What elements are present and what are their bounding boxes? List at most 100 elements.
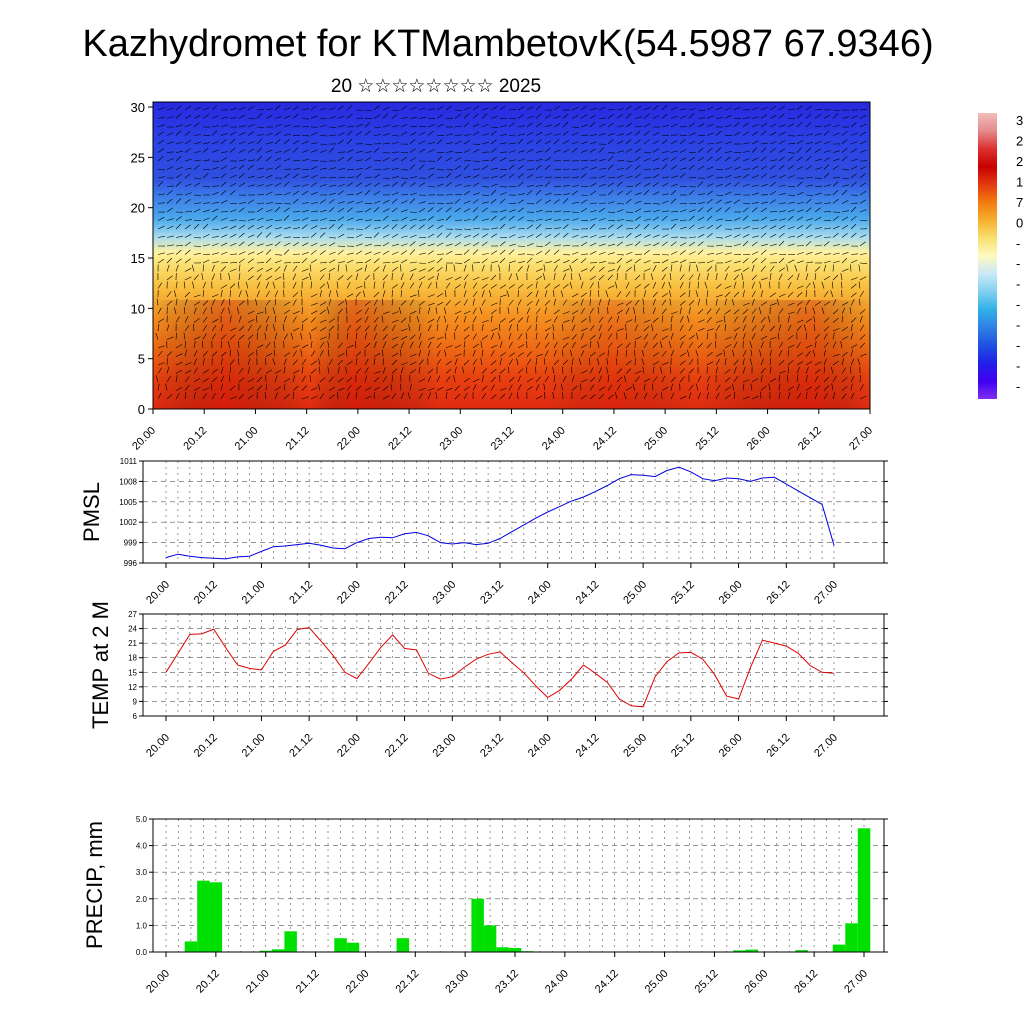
wind-barb (544, 391, 546, 400)
wind-barb (616, 376, 623, 383)
wind-barb (355, 117, 364, 119)
wind-barb (823, 301, 831, 306)
wind-barb (741, 273, 744, 281)
wind-barb (769, 325, 776, 332)
wind-barb (544, 319, 552, 323)
wind-barb (832, 375, 837, 383)
wind-barb (454, 183, 462, 187)
wind-barb (796, 139, 804, 145)
wind-barb (679, 341, 684, 349)
y-tick-label: 996 (124, 559, 138, 568)
wind-barb (292, 299, 297, 306)
wind-barb (400, 349, 402, 357)
wind-barb (562, 193, 570, 196)
wind-barb (695, 383, 699, 391)
wind-barb (373, 258, 380, 264)
wind-barb (661, 266, 668, 272)
wind-barb (237, 349, 240, 357)
wind-barb (850, 392, 855, 400)
wind-barb (823, 124, 831, 128)
wind-barb (220, 234, 228, 238)
wind-barb (472, 249, 479, 255)
wind-barb (184, 219, 192, 221)
wind-barb (607, 285, 615, 289)
wind-barb (229, 225, 237, 230)
wind-barb (634, 148, 641, 153)
wind-barb (569, 264, 573, 272)
wind-barb (688, 384, 694, 391)
wind-barb (642, 366, 645, 374)
wind-barb (742, 383, 745, 391)
wind-barb (715, 324, 720, 332)
wind-barb (526, 115, 534, 119)
wind-barb (553, 199, 560, 204)
wind-barb (175, 245, 184, 247)
wind-barb (823, 291, 829, 298)
wind-barb (706, 375, 711, 383)
wind-barb (823, 227, 831, 230)
wind-barb (400, 123, 408, 128)
wind-barb (796, 341, 801, 349)
wind-barb (202, 159, 210, 162)
wind-barb (751, 325, 757, 332)
wind-barb (391, 198, 398, 204)
wind-barb (274, 165, 281, 170)
wind-barb (247, 175, 255, 179)
wind-barb (210, 383, 213, 391)
wind-barb (454, 157, 462, 162)
wind-barb (400, 250, 407, 255)
wind-barb (715, 147, 722, 153)
wind-barb (481, 264, 485, 272)
wind-barb (238, 224, 245, 230)
wind-barb (364, 395, 372, 400)
wind-barb (454, 344, 462, 349)
x-tick-label: 20.00 (144, 968, 172, 996)
wind-barb (688, 368, 695, 374)
wind-barb (589, 384, 595, 391)
wind-barb (742, 366, 746, 374)
wind-barb (859, 324, 865, 332)
wind-barb (373, 245, 382, 247)
wind-barb (688, 186, 697, 188)
wind-barb (166, 107, 174, 111)
wind-barb (697, 193, 705, 196)
wind-barb (661, 350, 667, 357)
wind-barb (454, 234, 462, 238)
wind-barb (328, 290, 332, 298)
wind-barb (526, 291, 533, 298)
wind-barb (598, 158, 606, 162)
wind-barb (292, 262, 301, 264)
wind-barb (544, 342, 550, 349)
wind-barb (183, 306, 186, 315)
wind-barb (832, 299, 837, 306)
wind-barb (805, 282, 811, 289)
wind-barb (157, 383, 160, 391)
wind-barb (778, 308, 784, 315)
wind-barb (651, 324, 654, 332)
wind-barb (625, 386, 633, 391)
wind-barb (715, 224, 722, 230)
wind-barb (724, 315, 726, 323)
wind-barb (580, 344, 588, 349)
wind-barb (364, 300, 371, 306)
wind-barb (571, 375, 575, 383)
wind-barb (427, 276, 435, 281)
heatmap-y-tick-label: 30 (131, 100, 145, 115)
wind-barb (490, 175, 498, 179)
wind-barb (751, 298, 755, 306)
wind-barb (516, 307, 519, 315)
wind-barb (309, 264, 312, 272)
wind-barb (562, 139, 570, 145)
wind-barb (814, 266, 821, 272)
wind-barb (742, 308, 749, 315)
wind-barb (625, 301, 632, 306)
wind-barb (184, 105, 192, 111)
wind-barb (526, 168, 535, 170)
wind-barb (598, 123, 606, 128)
wind-barb (805, 224, 812, 230)
wind-barb (715, 244, 723, 247)
wind-barb (220, 217, 228, 221)
wind-barb (463, 281, 467, 289)
wind-barb (796, 156, 803, 162)
wind-barb (607, 316, 613, 323)
